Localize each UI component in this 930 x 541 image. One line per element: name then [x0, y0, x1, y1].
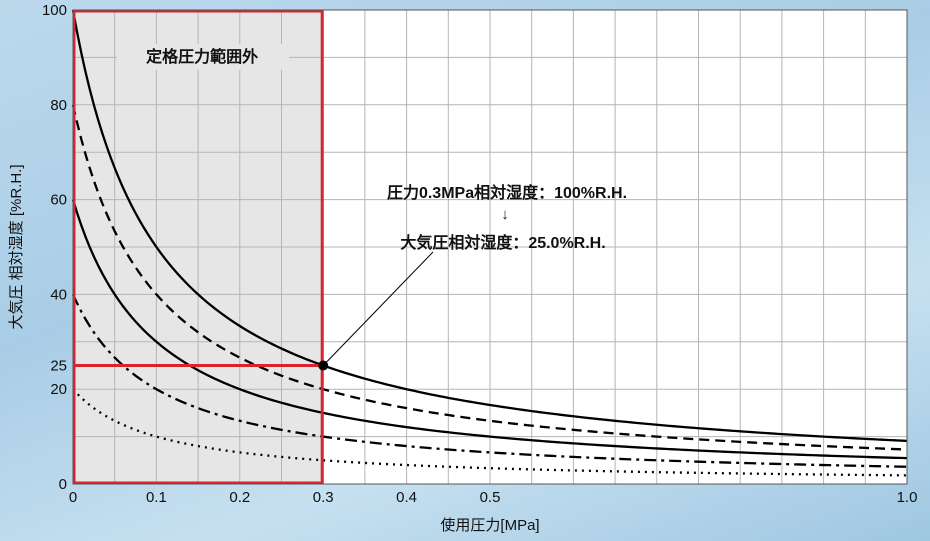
- region-label: 定格圧力範囲外: [145, 47, 258, 66]
- x-tick-label: 0.2: [229, 489, 250, 506]
- y-tick-label: 60: [50, 192, 67, 209]
- y-tick-label: 0: [59, 476, 67, 493]
- x-ticks: 0 0.1 0.2 0.3 0.4 0.5 1.0: [69, 489, 918, 506]
- plot-frame: [72, 9, 908, 485]
- series-line-solid: [71, 9, 908, 443]
- y-tick-label: 25: [50, 358, 67, 375]
- series-line-dashed: [71, 104, 908, 451]
- highlight-lines: [72, 9, 324, 485]
- x-tick-label: 0.1: [146, 489, 167, 506]
- x-tick-label: 0.5: [480, 489, 501, 506]
- curves: [71, 9, 908, 477]
- annotation-line-2: 大気圧相対湿度：25.0%R.H.: [400, 233, 605, 252]
- region-label-background: [117, 44, 289, 70]
- x-tick-label: 0.3: [313, 489, 334, 506]
- x-tick-label: 0.4: [396, 489, 417, 506]
- y-ticks: 0 20 25 40 60 80 100: [42, 2, 67, 493]
- region-border: [72, 9, 324, 485]
- x-tick-label: 0: [69, 489, 77, 506]
- y-tick-label: 40: [50, 286, 67, 303]
- y-axis-label: 大気圧 相対湿度 [%R.H.]: [8, 164, 25, 329]
- y-tick-label: 20: [50, 381, 67, 398]
- annotation-line-1: 圧力0.3MPa相対湿度：100%R.H.: [387, 183, 627, 202]
- highlight-point: [318, 360, 329, 371]
- series-line-dotted: [72, 388, 908, 477]
- y-tick-label: 100: [42, 2, 67, 19]
- x-axis-label: 使用圧力[MPa]: [440, 517, 539, 534]
- axes: [72, 9, 908, 485]
- series-line-solid: [71, 199, 908, 460]
- annotation-leader-line: [322, 251, 434, 366]
- y-tick-label: 80: [50, 97, 67, 114]
- annotation-arrow: ↓: [501, 206, 509, 223]
- x-tick-label: 1.0: [897, 489, 918, 506]
